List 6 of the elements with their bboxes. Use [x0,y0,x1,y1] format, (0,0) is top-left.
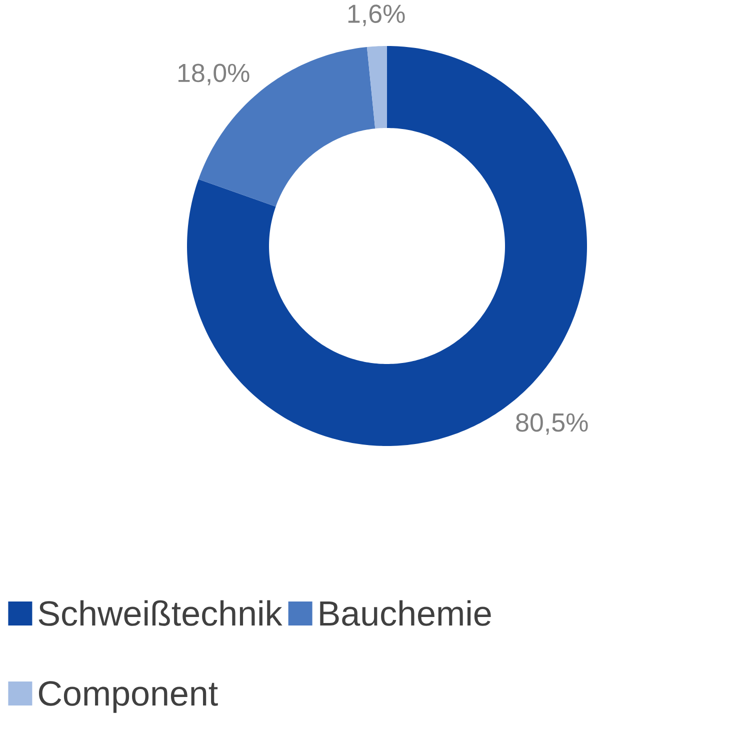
data-label: 80,5% [516,413,588,435]
legend-label: Bauchemie [320,600,491,626]
data-label: 18,0% [178,64,250,86]
legend-label: Schweißtechnik [38,600,282,626]
data-label: 1,6% [348,4,405,26]
legend-label: Component [38,681,218,713]
